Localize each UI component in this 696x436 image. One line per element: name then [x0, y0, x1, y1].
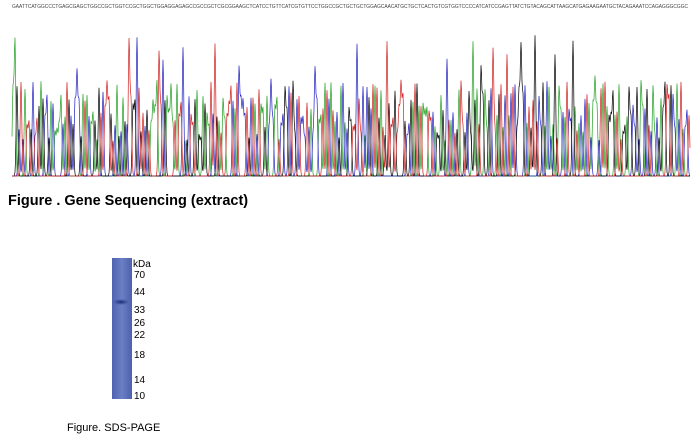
marker-label: 33 — [134, 305, 146, 316]
figure-caption: Figure . Gene Sequencing (extract) — [8, 193, 248, 209]
trace-line — [12, 37, 691, 177]
marker-label: 22 — [134, 330, 146, 341]
unit-label: kDa — [133, 259, 151, 270]
marker-label: 14 — [134, 375, 146, 386]
trace-line — [12, 35, 690, 177]
gel-lane — [112, 258, 132, 399]
figure-caption: Figure. SDS-PAGE — [67, 422, 160, 434]
gel-band — [113, 299, 129, 305]
marker-label: 44 — [134, 287, 146, 298]
chromatogram — [11, 35, 691, 177]
marker-label: 70 — [134, 270, 146, 281]
marker-label: 10 — [134, 391, 146, 402]
marker-label: 18 — [134, 350, 146, 361]
sequence-text: GAATTCATGGCCCTGAGCGAGCTGGCCGCTGGTCCGCTGG… — [12, 4, 688, 10]
marker-label: 26 — [134, 318, 146, 329]
